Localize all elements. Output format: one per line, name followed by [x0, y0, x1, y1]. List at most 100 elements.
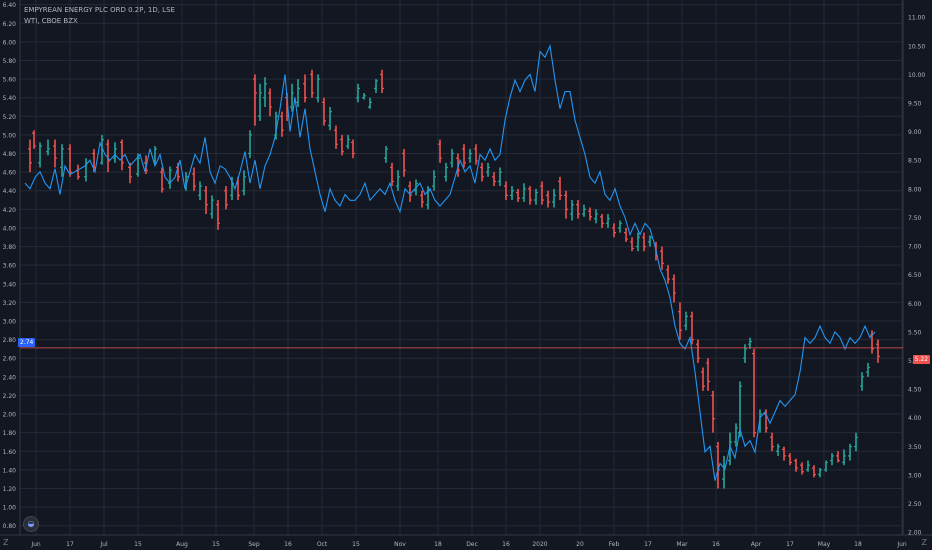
ohlc-bar	[402, 148, 406, 177]
left-axis-tick-label: 1.60	[3, 449, 17, 456]
time-axis-tick-label: Apr	[751, 541, 762, 548]
ohlc-bar	[728, 432, 732, 466]
legend-compare-symbol[interactable]: WTI, CBOE BZX	[24, 17, 78, 25]
time-axis-tick-label: May	[818, 541, 831, 548]
ohlc-bar	[362, 93, 366, 100]
ohlc-bar	[534, 188, 538, 205]
time-axis-tick-label: Feb	[609, 541, 620, 548]
ohlc-bar	[510, 186, 514, 201]
ohlc-bar	[468, 148, 472, 163]
time-axis-tick-label: 20	[576, 541, 584, 548]
ohlc-bar	[346, 134, 350, 149]
ohlc-bar	[263, 77, 267, 107]
legend-main-symbol[interactable]: EMPYREAN ENERGY PLC ORD 0.2P, 1D, LSE	[24, 6, 175, 14]
ohlc-bar	[198, 181, 202, 201]
left-axis-tick-label: 4.60	[3, 170, 17, 177]
ohlc-bar	[594, 209, 598, 224]
ohlc-bar	[618, 220, 622, 233]
right-axis-tick-label: 10.50	[908, 43, 925, 50]
time-axis-tick-label: Dec	[466, 541, 478, 548]
ohlc-bar	[576, 200, 580, 219]
time-axis-tick-label: 15	[134, 541, 142, 548]
ohlc-bar	[480, 162, 484, 182]
ohlc-bar	[528, 186, 532, 205]
tradingview-logo-icon[interactable]: ◒	[23, 516, 39, 532]
ohlc-bar	[570, 200, 574, 221]
ohlc-bar	[216, 200, 220, 230]
chart-grid	[0, 0, 932, 536]
left-axis-tick-label: 4.40	[3, 188, 17, 195]
ohlc-bar	[582, 204, 586, 217]
time-axis-tick-label: 15	[352, 541, 360, 548]
ohlc-bar	[396, 170, 400, 191]
ohlc-bar	[660, 246, 664, 270]
left-axis-tick-label: 2.40	[3, 374, 17, 381]
time-axis[interactable]: Jun 17 Jul 15 Aug 15 Sep 16 Oct 15 Nov 18 Dec 16 2020 2…	[30, 541, 907, 548]
ohlc-bar	[706, 358, 710, 391]
time-axis-tick-label: 15	[212, 541, 220, 548]
left-price-axis[interactable]: 0.80 1.00 1.20 1.40 1.60 1.80 2.00 2.20 2.40 2.60…	[3, 2, 17, 530]
left-axis-tick-label: 2.60	[3, 356, 17, 363]
timezone-left-label[interactable]: Z	[3, 538, 9, 547]
right-axis-tick-label: 11.00	[908, 15, 925, 22]
ohlc-bar	[734, 423, 738, 447]
ohlc-bar	[516, 188, 520, 202]
ohlc-bar	[624, 227, 628, 242]
left-axis-tick-label: 6.00	[3, 39, 17, 46]
ohlc-bar	[204, 186, 208, 214]
ohlc-bar	[743, 344, 747, 363]
ohlc-bar	[782, 446, 786, 461]
ohlc-bar	[818, 468, 822, 478]
right-axis-tick-label: 6.00	[908, 301, 922, 308]
ohlc-bar	[788, 453, 792, 466]
right-axis-tick-label: 8.50	[908, 158, 922, 165]
time-axis-tick-label: 17	[644, 541, 652, 548]
ohlc-bar	[168, 166, 172, 189]
left-axis-tick-label: 5.80	[3, 58, 17, 65]
left-price-badge: 2.74	[18, 338, 36, 347]
left-axis-tick-label: 0.80	[3, 523, 17, 530]
ohlc-bar	[522, 183, 526, 202]
time-axis-tick-label: 17	[66, 541, 74, 548]
left-axis-tick-label: 4.80	[3, 151, 17, 158]
right-price-axis[interactable]: 2.002.503.003.504.004.505.005.506.006.50…	[908, 15, 925, 537]
ohlc-bar	[842, 449, 846, 466]
ohlc-bar	[368, 97, 372, 109]
ohlc-bar	[46, 139, 50, 156]
left-axis-tick-label: 3.60	[3, 263, 17, 270]
right-axis-tick-label: 5.50	[908, 329, 922, 336]
ohlc-bar	[630, 237, 634, 252]
wti-line	[24, 43, 876, 481]
ohlc-bar	[60, 144, 64, 177]
right-axis-tick-label: 9.00	[908, 129, 922, 136]
time-axis-tick-label: 16	[712, 541, 720, 548]
ohlc-bar	[474, 144, 478, 165]
time-axis-tick-label: Oct	[317, 541, 328, 548]
left-axis-tick-label: 3.40	[3, 281, 17, 288]
ohlc-bar	[564, 190, 568, 219]
ohlc-bar	[258, 83, 262, 121]
ohlc-bar	[642, 232, 646, 252]
timezone-right-label[interactable]: Z	[921, 538, 927, 547]
ohlc-bar	[738, 381, 742, 438]
ohlc-bar	[648, 235, 652, 247]
ohlc-bar	[438, 139, 442, 163]
right-axis-tick-label: 7.50	[908, 215, 922, 222]
left-axis-tick-label: 5.00	[3, 132, 17, 139]
ohlc-bar	[498, 167, 502, 187]
ohlc-bar	[224, 186, 228, 210]
ohlc-bar	[322, 97, 326, 126]
time-axis-tick-label: Aug	[176, 541, 188, 548]
ohlc-bar	[380, 69, 384, 94]
left-axis-tick-label: 1.00	[3, 505, 17, 512]
ohlc-bar	[334, 125, 338, 149]
ohlc-bar	[310, 69, 314, 98]
ohlc-bar	[210, 195, 214, 219]
ohlc-bar	[390, 162, 394, 187]
ohlc-bar	[770, 432, 774, 452]
ohlc-bar	[351, 139, 355, 159]
ohlc-bar	[84, 158, 88, 182]
ohlc-bar	[690, 311, 694, 345]
left-axis-tick-label: 5.40	[3, 95, 17, 102]
